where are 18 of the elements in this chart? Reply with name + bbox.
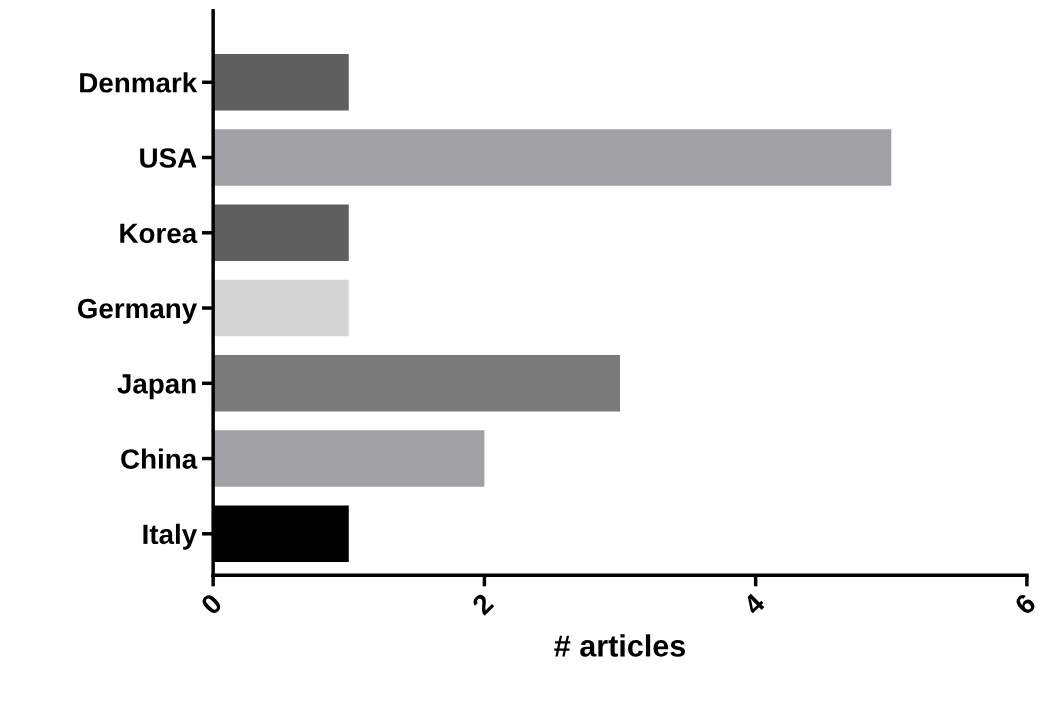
bar	[213, 279, 349, 337]
x-tick-label: 4	[742, 592, 767, 617]
y-tick-label: Germany	[77, 298, 198, 324]
y-tick-label: Italy	[143, 523, 198, 550]
y-tick-label: China	[121, 448, 198, 469]
x-tick-label: 0	[199, 592, 224, 616]
bar	[213, 54, 349, 111]
x-tick-label: 6	[1013, 592, 1037, 616]
y-tick-label: Denmark	[80, 72, 198, 93]
x-axis-title: # articles	[554, 634, 686, 657]
bar	[213, 355, 621, 412]
bar	[213, 430, 485, 487]
y-tick-label: Korea	[120, 223, 198, 244]
x-tick-label: 2	[470, 592, 495, 616]
y-tick-label: Japan	[117, 374, 196, 400]
bar	[213, 204, 349, 262]
y-tick-label: USA	[140, 148, 197, 168]
bar	[213, 129, 892, 186]
